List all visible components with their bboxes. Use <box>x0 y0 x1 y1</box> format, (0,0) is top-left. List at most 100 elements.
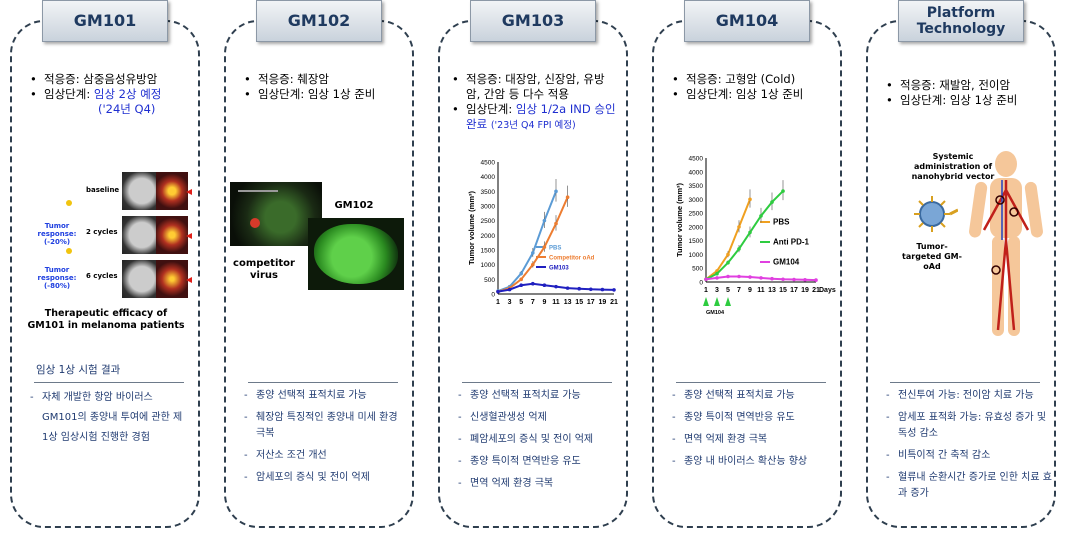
row-label-6-cycles: 6 cycles <box>86 272 118 280</box>
y-tick-label: 3500 <box>481 189 496 196</box>
data-point <box>577 286 581 291</box>
x-tick-label: 17 <box>790 287 798 294</box>
data-point <box>565 286 570 290</box>
feature-item: 면역 억제 환경 극복 <box>470 478 554 489</box>
y-tick-label: 3000 <box>689 197 704 204</box>
x-tick-label: 7 <box>737 287 741 294</box>
x-tick-label: 15 <box>779 287 787 294</box>
tab-gm101[interactable]: GM101 <box>42 0 168 42</box>
data-point <box>542 218 547 223</box>
x-tick-label: 3 <box>508 299 512 306</box>
feature-item: 저산소 조건 개선 <box>256 450 327 461</box>
x-tick-label: 1 <box>704 287 708 294</box>
feature-item: 종양 선택적 표적치료 가능 <box>684 390 795 401</box>
column-gm102: • 적응증: 췌장암 • 임상단계: 임상 1상 준비 GM102 competit… <box>224 0 416 533</box>
tab-gm103[interactable]: GM103 <box>470 0 596 42</box>
x-tick-label: 17 <box>587 299 595 306</box>
gm102-microscopy <box>308 218 404 290</box>
legend-label: GM104 <box>773 258 800 267</box>
tab-gm104[interactable]: GM104 <box>684 0 810 42</box>
competitor-virus-label: competitor virus <box>233 258 295 281</box>
tab-gm102[interactable]: GM102 <box>256 0 382 42</box>
data-point <box>565 195 570 199</box>
series-line-pbs <box>497 190 557 293</box>
platform-bullets: • 적응증: 재발암, 전이암 • 임상단계: 임상 1상 준비 <box>886 78 1018 107</box>
gm102-indication: 적응증: 췌장암 <box>258 72 330 86</box>
y-tick-label: 500 <box>484 277 495 284</box>
legend-label: PBS <box>549 246 561 252</box>
legend-label: GM103 <box>549 266 569 272</box>
x-tick-label: 7 <box>531 299 535 306</box>
data-point <box>748 197 752 202</box>
y-tick-label: 1000 <box>481 262 496 269</box>
column-platform: • 적응증: 재발암, 전이암 • 임상단계: 임상 1상 준비 Systemic … <box>866 0 1058 533</box>
y-tick-label: 2000 <box>481 233 496 240</box>
arrow-label: GM104 <box>706 310 725 316</box>
tumor-targeted-label: Tumor-targeted GM-oAd <box>902 242 962 271</box>
y-tick-label: 0 <box>491 292 495 299</box>
x-axis-label: Days <box>819 287 836 294</box>
gm101-figure-caption: Therapeutic efficacy of GM101 in melanom… <box>27 308 185 331</box>
series-line-pbs <box>705 198 751 281</box>
data-point <box>519 283 523 287</box>
row-label-2-cycles: 2 cycles <box>86 228 118 236</box>
gm103-phase: 임상단계: 임상 1/2a IND 승인완료 ('23년 Q4 FPI 예정) <box>466 102 616 131</box>
data-point <box>814 278 818 282</box>
card-gm103: • 적응증: 대장암, 신장암, 유방암, 간암 등 다수 적용 • 임상단계: 임… <box>438 20 628 528</box>
y-tick-label: 1000 <box>689 252 704 259</box>
x-tick-label: 19 <box>599 299 607 306</box>
x-tick-label: 19 <box>801 287 809 294</box>
data-point <box>554 221 558 226</box>
feature-item: 췌장암 특징적인 종양내 미세 환경극복 <box>256 412 398 439</box>
feature-item: 종양 특이적 면역반응 유도 <box>684 412 795 423</box>
card-platform: • 적응증: 재발암, 전이암 • 임상단계: 임상 1상 준비 Systemic … <box>866 20 1056 528</box>
data-point <box>726 274 730 279</box>
y-tick-label: 0 <box>699 280 703 287</box>
data-point <box>781 277 785 282</box>
data-point <box>759 276 763 280</box>
row-label-baseline: baseline <box>86 186 120 194</box>
feature-item: 폐암세포의 증식 및 전이 억제 <box>470 434 594 445</box>
platform-phase: 임상단계: 임상 1상 준비 <box>900 93 1018 107</box>
y-tick-label: 3500 <box>689 183 704 190</box>
platform-indication: 적응증: 재발암, 전이암 <box>900 78 1011 92</box>
tab-platform-technology[interactable]: Platform Technology <box>898 0 1024 42</box>
y-axis-label: Tumor volume (mm³) <box>467 190 476 265</box>
data-point <box>531 251 535 255</box>
gm101-features: - 자체 개발한 항암 바이러스 GM101의 종양내 투여에 관한 제 1상 임… <box>30 388 188 454</box>
data-point <box>554 189 558 194</box>
platform-features: - 전신투여 가능: 전이암 치료 가능 - 암세포 표적화 가능: 유효성 증가 … <box>886 388 1054 508</box>
gm103-bullets: • 적응증: 대장암, 신장암, 유방암, 간암 등 다수 적용 • 임상단계: 임… <box>452 72 618 133</box>
gm101-section-title: 임상 1상 시험 결과 <box>36 364 121 376</box>
y-tick-label: 1500 <box>481 248 496 255</box>
treatment-arrow-icon <box>725 297 731 306</box>
column-gm104: • 적응증: 고형암 (Cold) • 임상단계: 임상 1상 준비 0 500 100… <box>652 0 844 533</box>
gm102-features: - 종양 선택적 표적치료 가능 - 췌장암 특징적인 종양내 미세 환경극복 -저… <box>244 388 404 492</box>
y-tick-label: 4000 <box>481 174 496 181</box>
feature-item: 종양 선택적 표적치료 가능 <box>256 390 367 401</box>
data-point <box>519 277 523 282</box>
feature-item: 자체 개발한 항암 바이러스 GM101의 종양내 투여에 관한 제 1상 임상… <box>42 392 183 443</box>
data-point <box>715 276 719 280</box>
data-point <box>554 284 558 289</box>
x-tick-label: 9 <box>542 299 546 306</box>
x-tick-label: 5 <box>726 287 730 294</box>
divider <box>676 382 826 383</box>
gm102-figure-label: GM102 <box>334 200 374 211</box>
data-point <box>589 287 593 292</box>
gm104-indication: 적응증: 고형암 (Cold) <box>686 72 796 86</box>
series-line-competitor-oad <box>497 196 569 293</box>
feature-item: 종양 선택적 표적치료 가능 <box>470 390 581 401</box>
y-axis-label: Tumor volume (mm³) <box>675 182 684 257</box>
y-tick-label: 2000 <box>689 224 704 231</box>
data-point <box>737 225 741 229</box>
x-tick-label: 3 <box>715 287 719 294</box>
card-gm101: • 적응증: 삼중음성유방암 • 임상단계: 임상 2상 예정 ('24년 Q4) … <box>10 20 200 528</box>
competitor-virus-microscopy <box>230 182 322 246</box>
feature-item: 전신투여 가능: 전이암 치료 가능 <box>898 390 1034 401</box>
data-point <box>542 283 547 287</box>
data-point <box>792 277 796 282</box>
ct-scan-6-cycles <box>122 260 188 298</box>
y-tick-label: 2500 <box>481 218 496 225</box>
